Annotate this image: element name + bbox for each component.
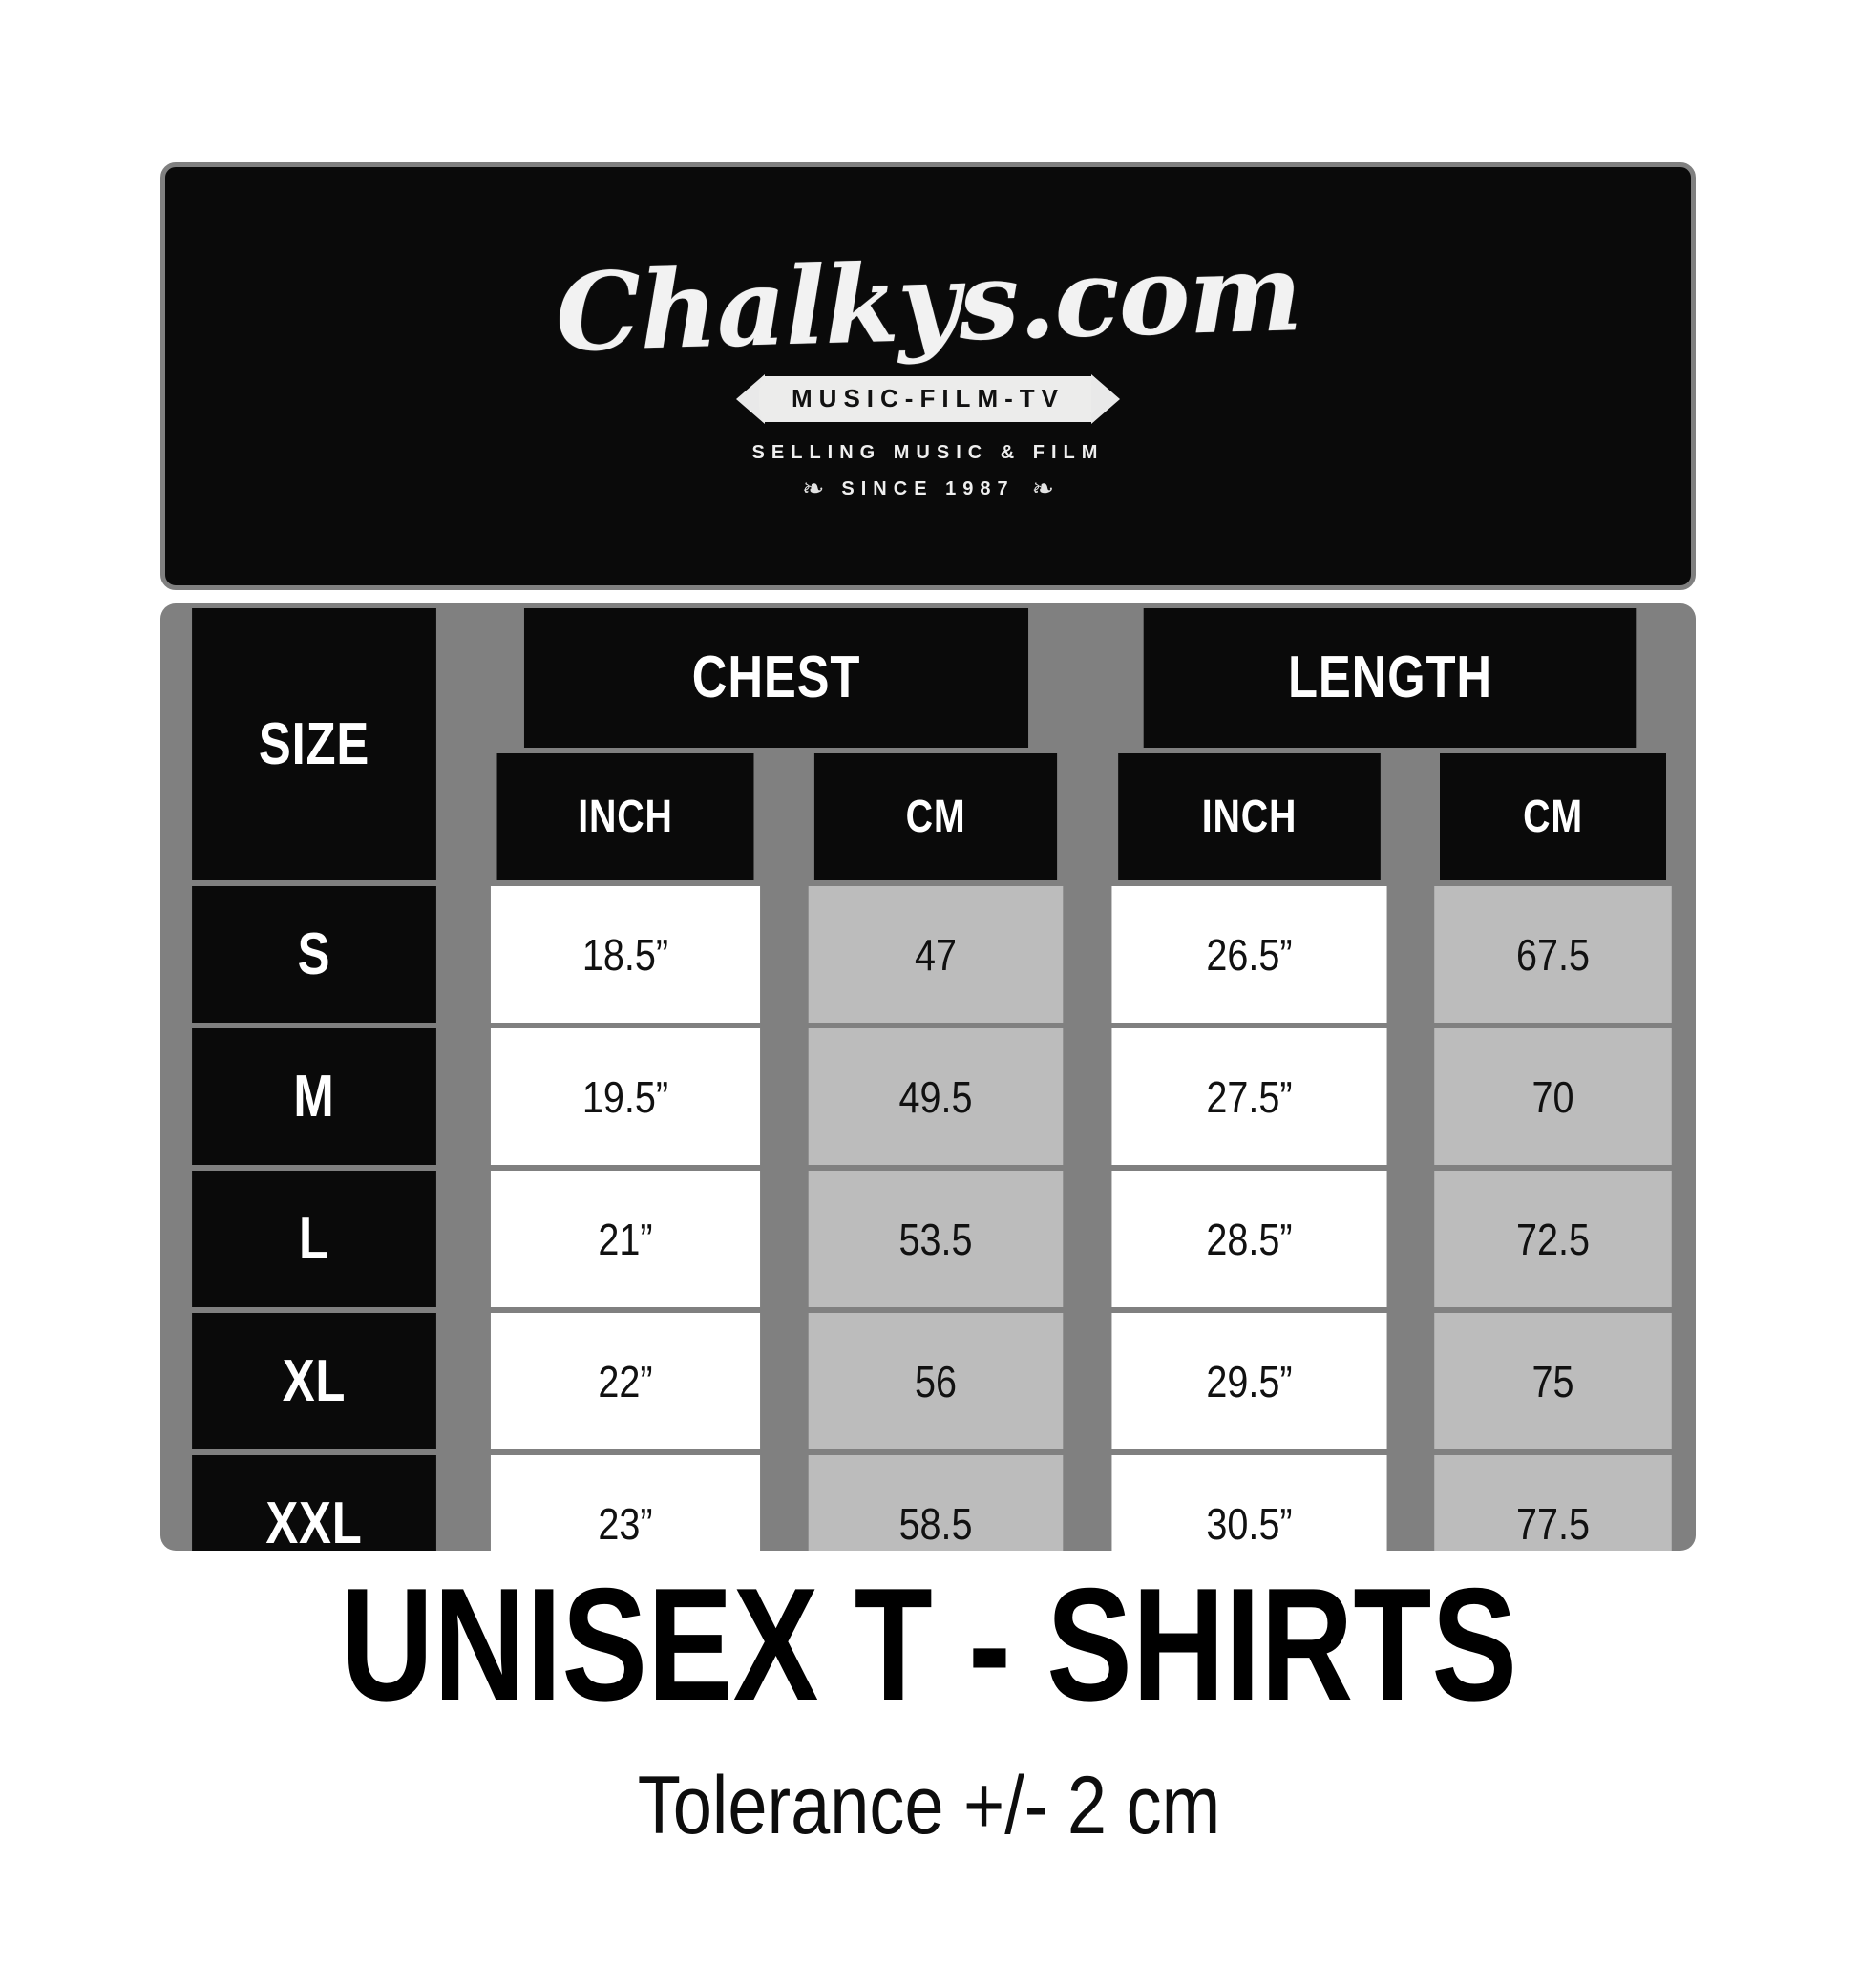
cell-length-inch: 28.5” [1111, 1171, 1387, 1307]
brand-wordmark: Chalkys.com [553, 230, 1303, 376]
cell-length-cm: 75 [1434, 1313, 1672, 1449]
brand-logo-panel: Chalkys.com MUSIC-FILM-TV SELLING MUSIC … [160, 162, 1696, 590]
cell-chest-inch: 18.5” [490, 886, 761, 1023]
cell-length-cm: 77.5 [1434, 1455, 1672, 1551]
cell-chest-cm: 56 [808, 1313, 1064, 1449]
page-title: UNISEX T - SHIRTS [340, 1554, 1518, 1734]
cell-chest-inch: 21” [490, 1171, 761, 1307]
table-subheader-chest-cm: CM [813, 753, 1058, 880]
flourish-right-icon: ❧ [1031, 474, 1055, 503]
cell-chest-cm: 49.5 [808, 1028, 1064, 1165]
brand-ribbon: MUSIC-FILM-TV [736, 374, 1120, 424]
cell-length-cm: 72.5 [1434, 1171, 1672, 1307]
cell-chest-inch: 22” [490, 1313, 761, 1449]
table-row: L [192, 1171, 436, 1307]
table-subheader-length-cm: CM [1440, 753, 1666, 880]
cell-length-inch: 26.5” [1111, 886, 1387, 1023]
table-row: XXL [192, 1455, 436, 1551]
cell-chest-inch: 23” [490, 1455, 761, 1551]
table-subheader-chest-inch: INCH [496, 753, 754, 880]
brand-ribbon-label: MUSIC-FILM-TV [759, 376, 1097, 422]
cell-length-inch: 29.5” [1111, 1313, 1387, 1449]
cell-length-cm: 70 [1434, 1028, 1672, 1165]
brand-since-label: SINCE 1987 [841, 478, 1015, 499]
cell-chest-cm: 58.5 [808, 1455, 1064, 1551]
brand-tagline: SELLING MUSIC & FILM [751, 442, 1105, 463]
table-header-size: SIZE [192, 608, 436, 880]
cell-length-inch: 27.5” [1111, 1028, 1387, 1165]
cell-length-cm: 67.5 [1434, 886, 1672, 1023]
cell-length-inch: 30.5” [1111, 1455, 1387, 1551]
cell-chest-cm: 47 [808, 886, 1064, 1023]
ribbon-tail-right-icon [1090, 374, 1120, 424]
table-row: S [192, 886, 436, 1023]
cell-chest-inch: 19.5” [490, 1028, 761, 1165]
table-header-length: LENGTH [1143, 608, 1637, 748]
table-header-chest: CHEST [523, 608, 1029, 748]
tolerance-note: Tolerance +/- 2 cm [637, 1760, 1221, 1851]
cell-chest-cm: 53.5 [808, 1171, 1064, 1307]
table-subheader-length-inch: INCH [1118, 753, 1381, 880]
flourish-left-icon: ❧ [801, 474, 825, 503]
table-row: XL [192, 1313, 436, 1449]
table-row: M [192, 1028, 436, 1165]
brand-since-row: ❧ SINCE 1987 ❧ [802, 476, 1054, 502]
size-table: SIZE CHEST LENGTH INCH CM INCH CM S 18.5… [160, 603, 1696, 1551]
